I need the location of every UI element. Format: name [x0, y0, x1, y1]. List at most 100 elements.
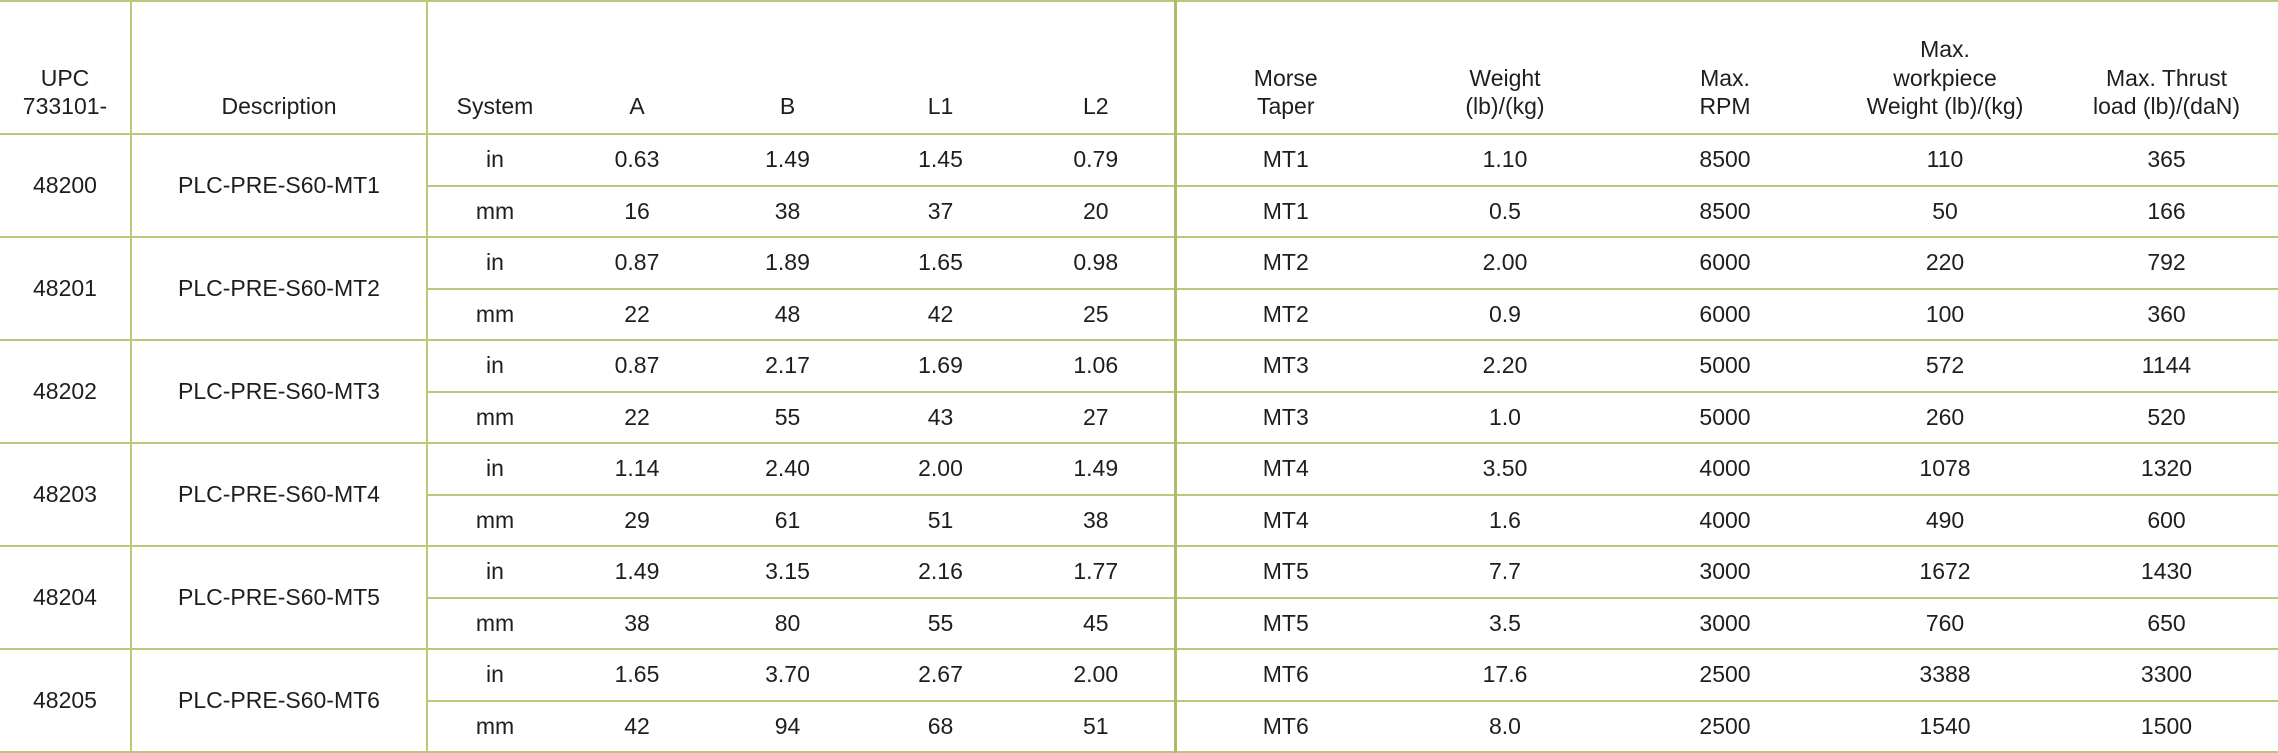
weight-cell: 3.5 [1395, 596, 1615, 650]
max-thrust-load-cell: 3300 [2055, 648, 2278, 702]
l2-cell: 27 [1018, 390, 1176, 444]
morse-taper-cell: MT1 [1173, 184, 1395, 238]
header-max-workpiece-line-2: workpiece [1893, 64, 1997, 91]
l2-cell: 20 [1018, 184, 1176, 238]
description-cell: PLC-PRE-S60-MT1 [130, 133, 428, 238]
b-cell: 55 [712, 390, 863, 444]
weight-cell: 17.6 [1395, 648, 1615, 702]
b-cell: 94 [712, 699, 863, 753]
morse-taper-cell: MT4 [1173, 493, 1395, 547]
max-thrust-load-cell: 792 [2055, 236, 2278, 290]
max-rpm-cell: 3000 [1615, 596, 1835, 650]
b-cell: 3.70 [712, 648, 863, 702]
l1-cell: 2.67 [863, 648, 1018, 702]
table-row: 48201 PLC-PRE-S60-MT2 in 0.87 1.89 1.65 0.98 MT… [0, 236, 2278, 341]
max-thrust-load-cell: 520 [2055, 390, 2278, 444]
a-cell: 16 [562, 184, 712, 238]
header-b: B [712, 0, 863, 135]
header-max-thrust-line-2: load (lb)/(daN) [2093, 93, 2240, 120]
weight-cell: 7.7 [1395, 545, 1615, 599]
max-workpiece-weight-cell: 572 [1835, 339, 2055, 393]
b-cell: 1.49 [712, 133, 863, 187]
morse-taper-cell: MT6 [1173, 699, 1395, 753]
l2-cell: 38 [1018, 493, 1176, 547]
header-max-rpm-line-2: RPM [1699, 93, 1751, 120]
l1-cell: 51 [863, 493, 1018, 547]
description-cell: PLC-PRE-S60-MT2 [130, 236, 428, 341]
max-rpm-cell: 3000 [1615, 545, 1835, 599]
a-cell: 0.63 [562, 133, 712, 187]
l1-cell: 2.16 [863, 545, 1018, 599]
max-workpiece-weight-cell: 50 [1835, 184, 2055, 238]
system-cell: in [426, 236, 562, 290]
system-cell: in [426, 648, 562, 702]
upc-cell: 48201 [0, 236, 132, 341]
a-cell: 29 [562, 493, 712, 547]
b-cell: 3.15 [712, 545, 863, 599]
header-row: UPC 733101- Description System A B L1 L2… [0, 0, 2278, 135]
b-cell: 61 [712, 493, 863, 547]
morse-taper-cell: MT1 [1173, 133, 1395, 187]
l2-cell: 1.06 [1018, 339, 1176, 393]
header-upc-line-1: UPC [40, 64, 90, 91]
table-row: 48203 PLC-PRE-S60-MT4 in 1.14 2.40 2.00 1.49 MT… [0, 442, 2278, 547]
description-cell: PLC-PRE-S60-MT6 [130, 648, 428, 753]
l1-cell: 2.00 [863, 442, 1018, 496]
system-cell: mm [426, 390, 562, 444]
b-cell: 48 [712, 287, 863, 341]
l1-cell: 43 [863, 390, 1018, 444]
table-row: mm 29 61 51 38 MT4 1.6 4000 490 600 [0, 493, 2278, 547]
table-row: 48202 PLC-PRE-S60-MT3 in 0.87 2.17 1.69 1.06 MT… [0, 339, 2278, 444]
description-cell: PLC-PRE-S60-MT4 [130, 442, 428, 547]
system-cell: mm [426, 287, 562, 341]
morse-taper-cell: MT2 [1173, 236, 1395, 290]
l1-cell: 68 [863, 699, 1018, 753]
header-max-rpm: Max. RPM [1615, 0, 1835, 135]
max-workpiece-weight-cell: 220 [1835, 236, 2055, 290]
header-morse-taper-line-1: Morse [1253, 64, 1318, 91]
header-morse-taper-line-2: Taper [1256, 93, 1315, 120]
max-rpm-cell: 8500 [1615, 133, 1835, 187]
header-a: A [562, 0, 712, 135]
header-system: System [426, 0, 562, 135]
l2-cell: 45 [1018, 596, 1176, 650]
morse-taper-cell: MT5 [1173, 596, 1395, 650]
system-cell: in [426, 133, 562, 187]
max-workpiece-weight-cell: 1078 [1835, 442, 2055, 496]
table-row: mm 22 48 42 25 MT2 0.9 6000 100 360 [0, 287, 2278, 341]
description-cell: PLC-PRE-S60-MT3 [130, 339, 428, 444]
l1-cell: 1.45 [863, 133, 1018, 187]
a-cell: 0.87 [562, 236, 712, 290]
max-workpiece-weight-cell: 490 [1835, 493, 2055, 547]
max-thrust-load-cell: 1144 [2055, 339, 2278, 393]
b-cell: 80 [712, 596, 863, 650]
header-max-workpiece-line-1: Max. [1920, 35, 1970, 62]
header-description: Description [130, 0, 428, 135]
l1-cell: 1.65 [863, 236, 1018, 290]
l2-cell: 0.79 [1018, 133, 1176, 187]
table-row: 48200 PLC-PRE-S60-MT1 in 0.63 1.49 1.45 0.79 MT… [0, 133, 2278, 238]
upc-cell: 48204 [0, 545, 132, 650]
l1-cell: 42 [863, 287, 1018, 341]
morse-taper-cell: MT6 [1173, 648, 1395, 702]
system-cell: in [426, 442, 562, 496]
b-cell: 38 [712, 184, 863, 238]
max-rpm-cell: 2500 [1615, 648, 1835, 702]
morse-taper-cell: MT5 [1173, 545, 1395, 599]
max-rpm-cell: 6000 [1615, 236, 1835, 290]
system-cell: mm [426, 493, 562, 547]
header-max-thrust-load: Max. Thrust load (lb)/(daN) [2055, 0, 2278, 135]
header-weight-line-1: Weight [1469, 64, 1541, 91]
header-max-workpiece-weight: Max. workpiece Weight (lb)/(kg) [1835, 0, 2055, 135]
header-l1: L1 [863, 0, 1018, 135]
max-workpiece-weight-cell: 1540 [1835, 699, 2055, 753]
morse-taper-cell: MT2 [1173, 287, 1395, 341]
weight-cell: 1.6 [1395, 493, 1615, 547]
system-cell: mm [426, 699, 562, 753]
table-row: 48205 PLC-PRE-S60-MT6 in 1.65 3.70 2.67 2.00 MT… [0, 648, 2278, 753]
l2-cell: 25 [1018, 287, 1176, 341]
max-workpiece-weight-cell: 110 [1835, 133, 2055, 187]
l2-cell: 1.77 [1018, 545, 1176, 599]
max-thrust-load-cell: 600 [2055, 493, 2278, 547]
upc-cell: 48200 [0, 133, 132, 238]
